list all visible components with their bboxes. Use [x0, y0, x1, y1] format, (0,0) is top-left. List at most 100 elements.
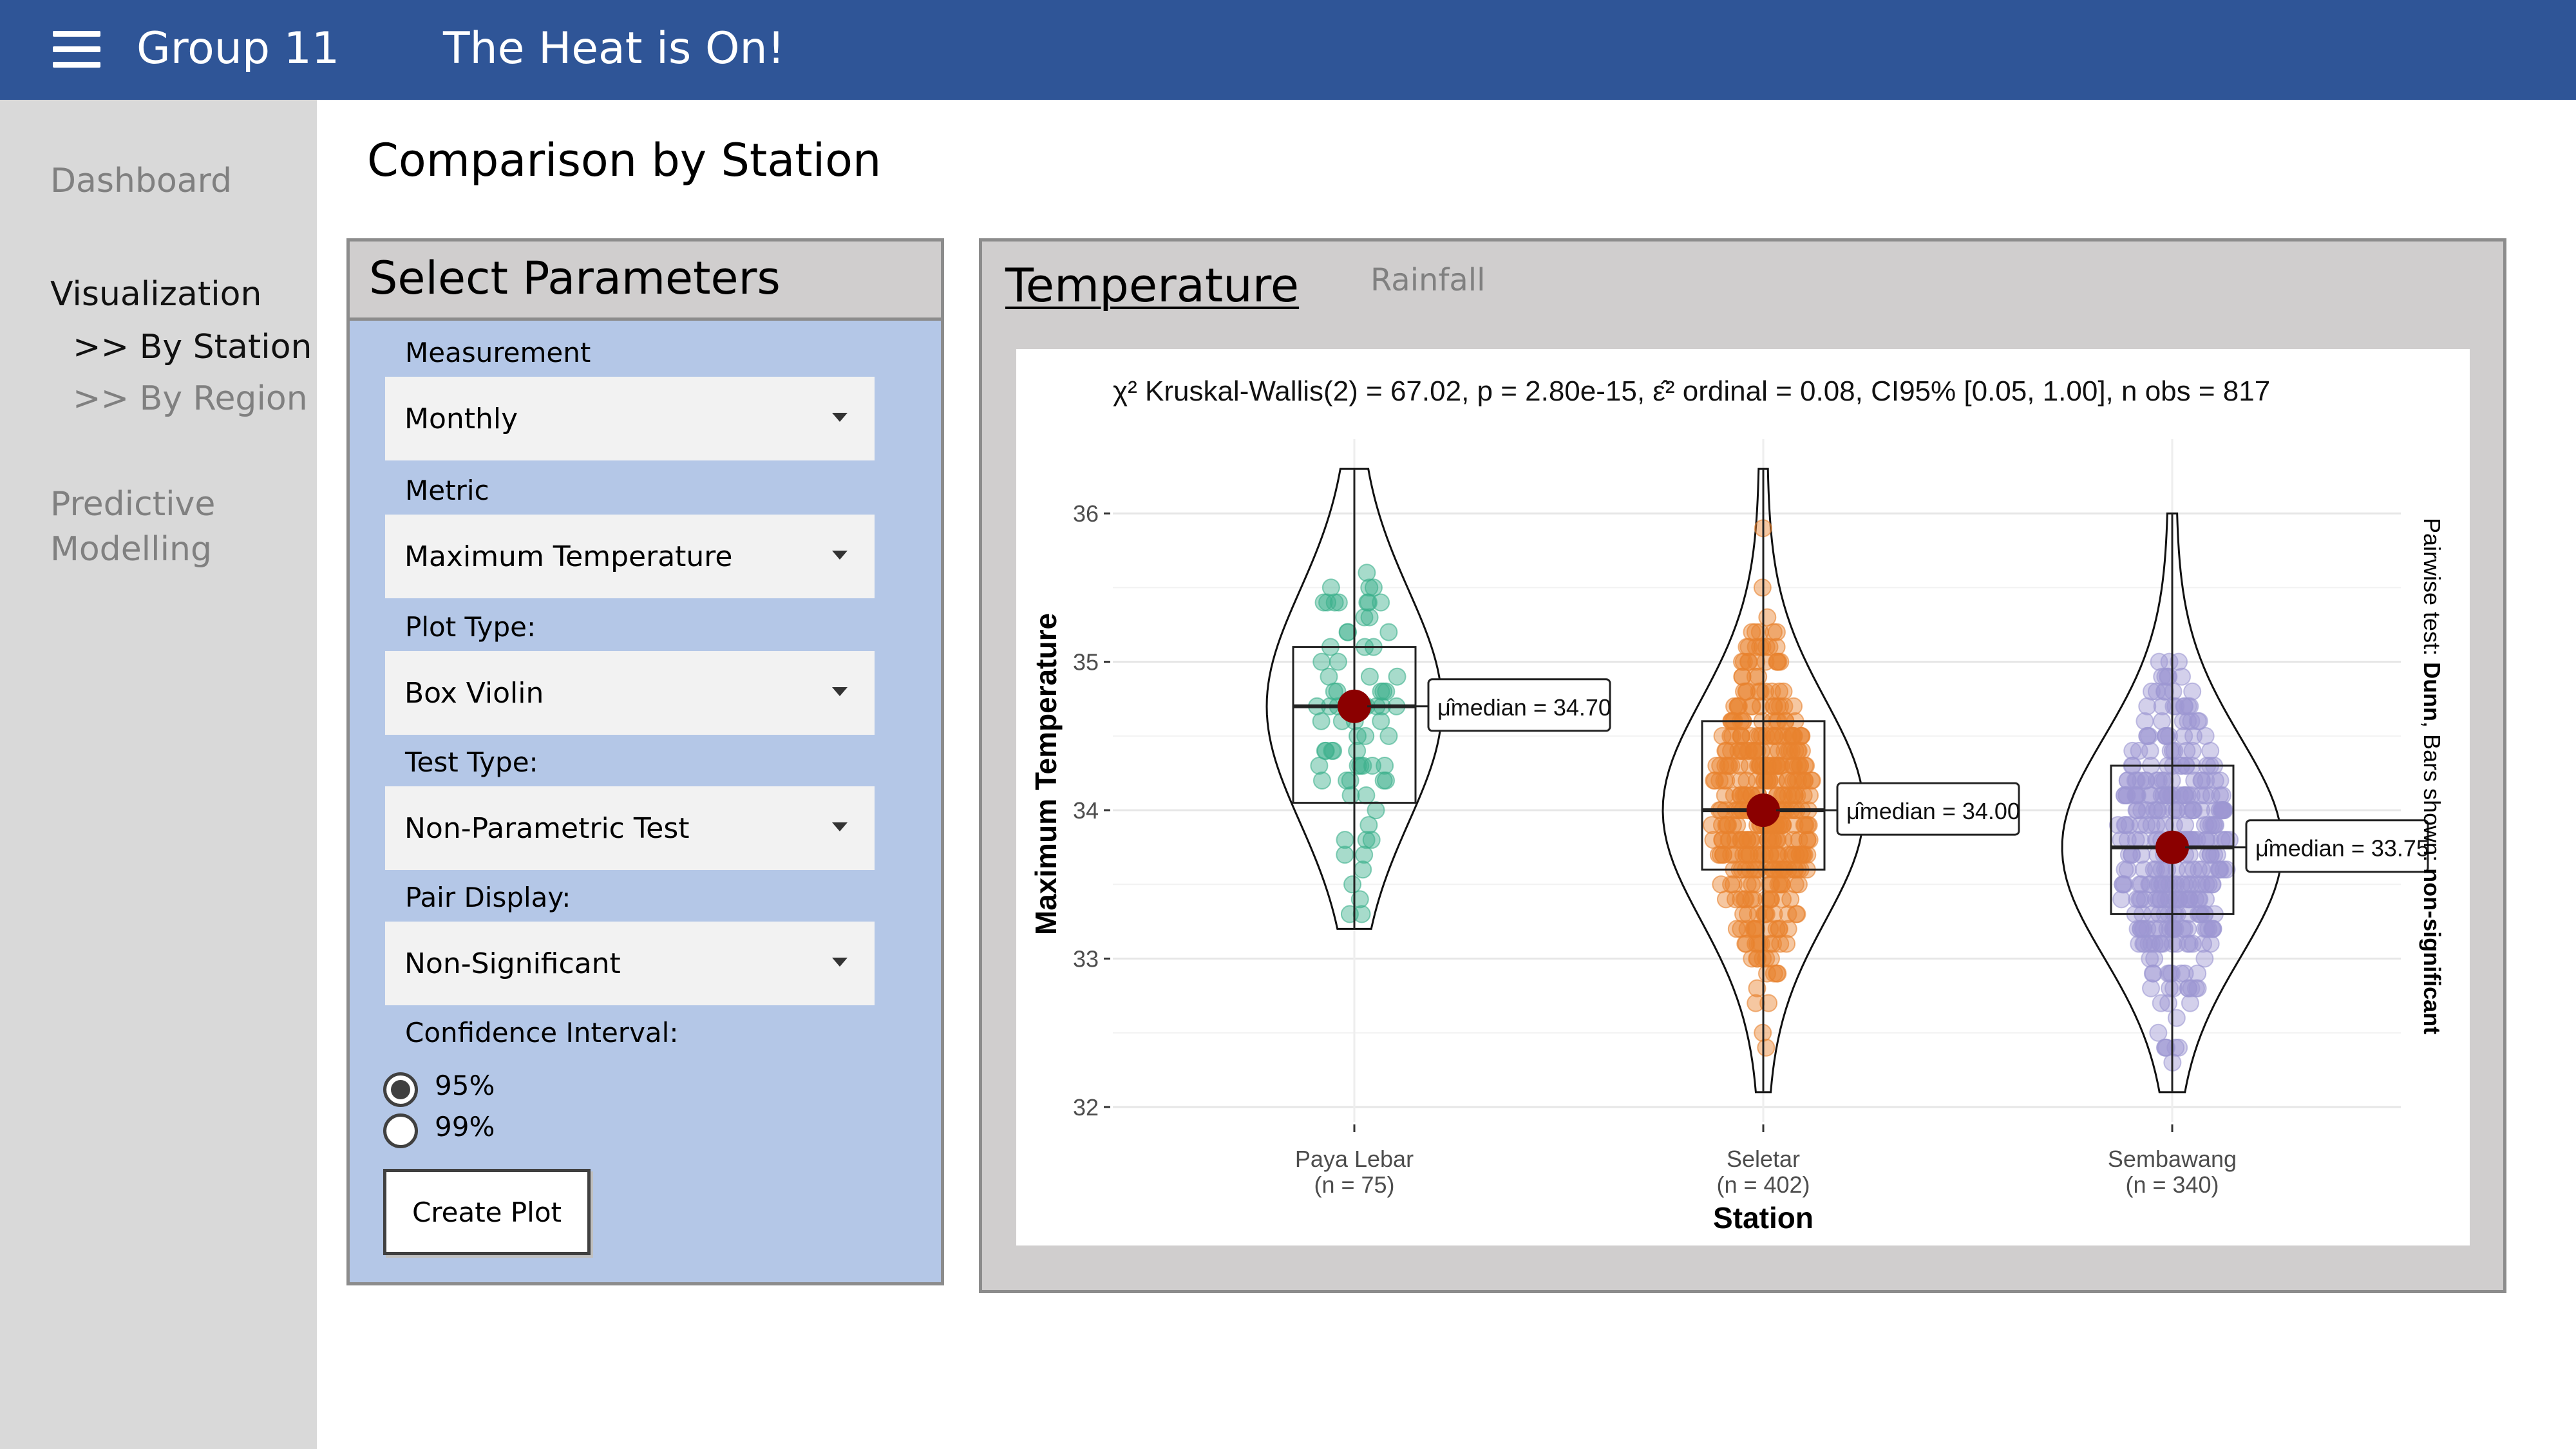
- confidence-99-radio[interactable]: [383, 1113, 421, 1151]
- data-point: [1367, 801, 1385, 820]
- radio-ring: [383, 1113, 418, 1148]
- data-point: [1780, 741, 1799, 760]
- measurement-select[interactable]: Monthly: [385, 377, 875, 460]
- data-point: [1341, 772, 1359, 790]
- data-point: [2135, 860, 2154, 879]
- hamburger-menu-icon[interactable]: [53, 31, 100, 68]
- data-point: [1722, 756, 1741, 775]
- confidence-95-radio[interactable]: [383, 1072, 421, 1110]
- data-point: [2188, 712, 2207, 730]
- data-point: [1727, 920, 1746, 938]
- data-point: [1748, 979, 1766, 998]
- data-point: [1779, 786, 1797, 805]
- data-point: [1756, 846, 1774, 864]
- data-point: [2151, 890, 2170, 909]
- data-point: [1362, 831, 1381, 849]
- data-point: [1732, 890, 1750, 909]
- data-point: [1732, 831, 1751, 849]
- data-point: [2132, 772, 2150, 790]
- median-label-box: [1836, 782, 2020, 836]
- data-point: [1772, 756, 1790, 775]
- data-point: [2185, 772, 2204, 790]
- data-point: [1320, 667, 1338, 686]
- y-tick-label: 33: [1073, 946, 1099, 972]
- chart-area: χ² Kruskal-Wallis(2) = 67.02, p = 2.80e-…: [1016, 349, 2470, 1245]
- data-point: [2167, 1009, 2186, 1027]
- page-title: Comparison by Station: [367, 134, 882, 187]
- chevron-down-icon: [832, 687, 848, 696]
- chart-subtitle: χ² Kruskal-Wallis(2) = 67.02, p = 2.80e-…: [1113, 375, 2270, 407]
- data-point: [1784, 831, 1803, 849]
- data-point: [1757, 1038, 1776, 1057]
- data-point: [2183, 741, 2202, 760]
- data-point: [2152, 786, 2171, 805]
- y-tick-label: 32: [1073, 1094, 1099, 1121]
- data-point: [2194, 934, 2213, 953]
- data-point: [1799, 816, 1818, 835]
- median-label: μ̂median = 34.00: [1846, 798, 2020, 824]
- data-point: [2112, 890, 2131, 909]
- tab-rainfall[interactable]: Rainfall: [1370, 262, 1486, 298]
- top-bar: Group 11 The Heat is On!: [0, 0, 2576, 100]
- data-point: [2161, 964, 2179, 983]
- plot-panel: Temperature Rainfall χ² Kruskal-Wallis(2…: [979, 238, 2506, 1293]
- data-point: [2153, 801, 2172, 820]
- metric-select[interactable]: Maximum Temperature: [385, 515, 875, 598]
- data-point: [1388, 667, 1406, 686]
- data-point: [1761, 741, 1780, 760]
- data-point: [1786, 741, 1804, 760]
- sidebar-item-by-station[interactable]: >> By Station: [73, 328, 312, 366]
- data-point: [1760, 890, 1779, 909]
- data-point: [1352, 905, 1371, 923]
- data-point: [2131, 816, 2150, 835]
- data-point: [1756, 682, 1775, 701]
- data-point: [2180, 934, 2199, 953]
- chart-points: [1308, 519, 2239, 1072]
- pairwise-caption-prefix: Pairwise test:: [2419, 518, 2445, 662]
- box: [2110, 764, 2235, 915]
- plot-type-select[interactable]: Box Violin: [385, 651, 875, 735]
- data-point: [2127, 786, 2146, 805]
- test-type-value: Non-Parametric Test: [404, 812, 690, 845]
- data-point: [1739, 638, 1758, 656]
- data-point: [1768, 964, 1787, 983]
- data-point: [2160, 652, 2179, 671]
- data-point: [1794, 786, 1813, 805]
- sidebar-item-dashboard[interactable]: Dashboard: [50, 162, 232, 200]
- pair-display-select[interactable]: Non-Significant: [385, 922, 875, 1005]
- data-point: [1329, 593, 1348, 612]
- test-type-select[interactable]: Non-Parametric Test: [385, 786, 875, 870]
- data-point: [1767, 638, 1786, 656]
- median-dot: [1338, 689, 1371, 723]
- data-point: [2144, 964, 2163, 983]
- data-point: [2181, 890, 2199, 909]
- data-point: [1740, 846, 1759, 864]
- data-point: [1772, 875, 1791, 894]
- data-point: [2156, 726, 2175, 745]
- data-point: [1312, 772, 1331, 790]
- data-point: [2116, 816, 2135, 835]
- data-point: [1757, 949, 1776, 968]
- data-point: [2134, 920, 2152, 938]
- data-point: [2176, 816, 2195, 835]
- data-point: [1764, 831, 1783, 849]
- confidence-99-label: 99%: [435, 1111, 495, 1142]
- measurement-value: Monthly: [404, 402, 518, 435]
- tab-temperature[interactable]: Temperature: [1005, 258, 1300, 312]
- sidebar-item-visualization[interactable]: Visualization: [50, 275, 262, 314]
- data-point: [1358, 593, 1377, 612]
- measurement-label: Measurement: [405, 337, 591, 368]
- data-point: [1747, 638, 1765, 656]
- data-point: [1351, 756, 1370, 775]
- data-point: [1757, 638, 1776, 656]
- data-point: [1728, 697, 1747, 715]
- data-point: [1355, 846, 1374, 864]
- data-point: [1350, 890, 1369, 909]
- data-point: [1360, 608, 1379, 627]
- violin-outline: [1265, 468, 1443, 930]
- median-label: μ̂median = 34.70: [1437, 694, 1611, 721]
- sidebar-item-by-region[interactable]: >> By Region: [73, 379, 308, 418]
- data-point: [1760, 772, 1779, 790]
- data-point: [2195, 949, 2214, 968]
- create-plot-button[interactable]: Create Plot: [383, 1169, 591, 1255]
